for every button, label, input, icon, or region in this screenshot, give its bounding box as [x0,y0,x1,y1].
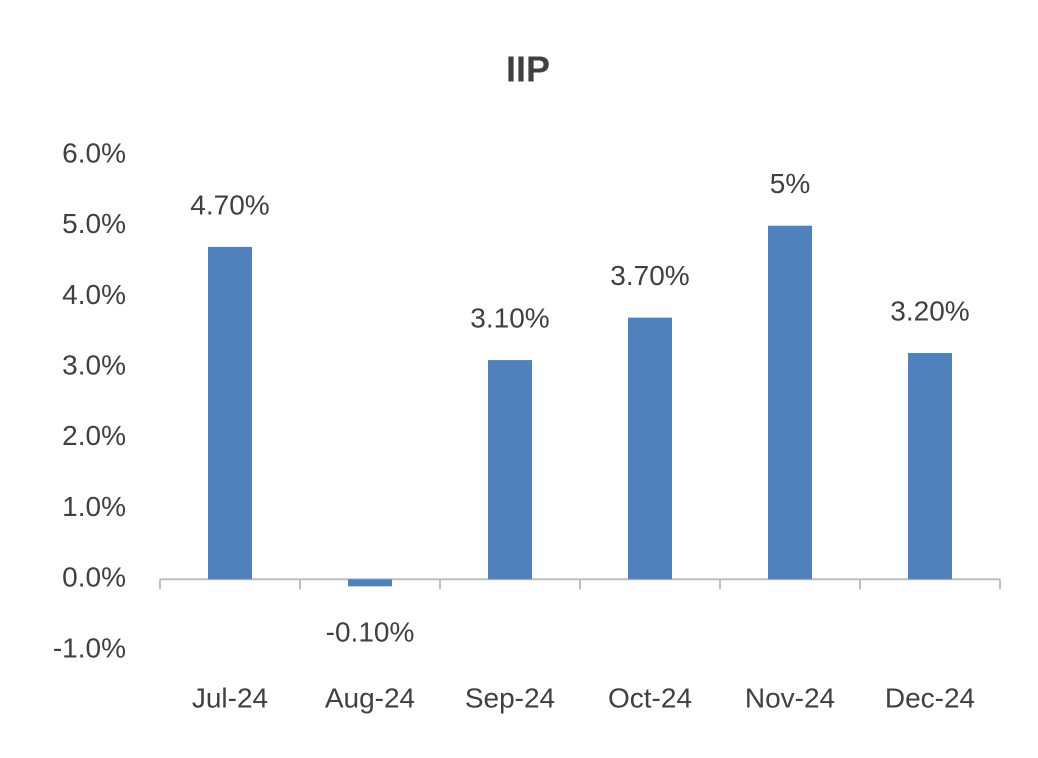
y-tick-label: 1.0% [62,491,126,522]
y-tick-label: 4.0% [62,279,126,310]
x-tick-label: Jul-24 [192,682,268,713]
data-label: 3.70% [610,260,689,291]
bar [908,353,952,580]
data-label: 5% [770,168,810,199]
bar [488,360,532,580]
data-label: 3.10% [470,302,549,333]
bar [208,246,252,580]
y-tick-label: 3.0% [62,350,126,381]
bar [348,579,392,587]
data-label: -0.10% [326,617,415,648]
x-tick-label: Nov-24 [745,682,835,713]
bar [628,317,672,580]
x-tick-label: Oct-24 [608,682,692,713]
y-tick-label: 0.0% [62,562,126,593]
x-tick-label: Sep-24 [465,682,555,713]
bar [768,225,812,580]
y-tick-label: -1.0% [53,632,126,663]
x-tick-label: Aug-24 [325,682,415,713]
y-tick-label: 2.0% [62,420,126,451]
x-tick-label: Dec-24 [885,682,975,713]
data-label: 3.20% [890,295,969,326]
chart-title: IIP [506,49,550,90]
y-tick-label: 6.0% [62,137,126,168]
y-tick-label: 5.0% [62,208,126,239]
data-label: 4.70% [190,189,269,220]
